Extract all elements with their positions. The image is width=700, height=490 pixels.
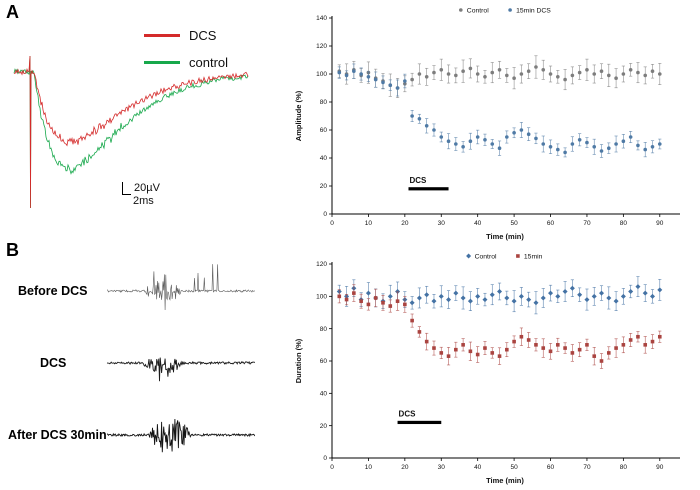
- svg-text:80: 80: [620, 464, 628, 471]
- epsp-trace-plot: [13, 55, 249, 209]
- svg-text:0: 0: [323, 211, 327, 218]
- svg-text:0: 0: [330, 464, 334, 471]
- amplitude-chart: 0 20 40 60 80 100 120 140 0 10 20 30 40 50 60 70 80 90 Tim…: [294, 8, 680, 241]
- scale-bar-mark: [122, 182, 131, 195]
- svg-text:Duration (%): Duration (%): [294, 338, 303, 383]
- svg-text:90: 90: [656, 220, 664, 227]
- svg-text:DCS: DCS: [409, 176, 427, 185]
- legend-label-dcs: DCS: [189, 28, 217, 43]
- svg-text:70: 70: [583, 464, 591, 471]
- svg-text:60: 60: [320, 127, 328, 134]
- before-dcs-trace: [106, 264, 255, 311]
- svg-text:20: 20: [320, 423, 328, 430]
- svg-text:100: 100: [316, 294, 327, 301]
- svg-text:120: 120: [316, 43, 327, 50]
- svg-text:100: 100: [316, 71, 327, 78]
- svg-text:70: 70: [583, 220, 591, 227]
- svg-text:60: 60: [320, 358, 328, 365]
- svg-text:Time (min): Time (min): [486, 476, 524, 485]
- svg-text:20: 20: [401, 220, 409, 227]
- svg-text:120: 120: [316, 261, 327, 268]
- svg-text:60: 60: [547, 220, 555, 227]
- scale-bar-time: 2ms: [133, 195, 154, 207]
- panel-b-label: B: [6, 240, 19, 260]
- svg-text:Control: Control: [467, 8, 489, 15]
- legend-item-control: control: [144, 55, 228, 70]
- svg-text:Amplitude (%): Amplitude (%): [294, 90, 303, 141]
- svg-text:90: 90: [656, 464, 664, 471]
- svg-text:15min: 15min: [524, 254, 543, 261]
- legend-item-dcs: DCS: [144, 28, 228, 43]
- svg-text:10: 10: [365, 220, 373, 227]
- svg-text:DCS: DCS: [399, 409, 417, 418]
- trace-label-dcs: DCS: [40, 356, 67, 370]
- svg-text:140: 140: [316, 15, 327, 22]
- svg-text:0: 0: [323, 455, 327, 462]
- dcs-line-swatch: [144, 34, 180, 37]
- svg-text:0: 0: [330, 220, 334, 227]
- svg-text:40: 40: [474, 464, 482, 471]
- svg-text:40: 40: [320, 391, 328, 398]
- panel-a-label: A: [6, 2, 19, 22]
- scale-bar-voltage: 20µV: [134, 182, 160, 194]
- dcs-burst-trace: [106, 357, 256, 382]
- scale-bar: 20µV 2ms: [122, 182, 160, 208]
- svg-text:15min DCS: 15min DCS: [516, 8, 551, 15]
- after-dcs-trace: [107, 418, 256, 453]
- legend-label-control: control: [189, 55, 229, 70]
- epsp-legend: DCS control: [144, 28, 228, 70]
- svg-text:20: 20: [320, 183, 328, 190]
- control-line-swatch: [144, 61, 180, 64]
- svg-text:40: 40: [474, 220, 482, 227]
- svg-text:30: 30: [438, 220, 446, 227]
- svg-text:80: 80: [620, 220, 628, 227]
- svg-text:50: 50: [510, 464, 518, 471]
- trace-label-before-dcs: Before DCS: [18, 284, 88, 298]
- svg-text:50: 50: [510, 220, 518, 227]
- svg-text:30: 30: [438, 464, 446, 471]
- svg-text:80: 80: [320, 99, 328, 106]
- panel-a-trace-area: DCS control 20µV 2ms: [8, 12, 268, 227]
- svg-text:Control: Control: [475, 254, 497, 261]
- svg-text:Time (min): Time (min): [486, 232, 524, 241]
- svg-text:10: 10: [365, 464, 373, 471]
- svg-text:40: 40: [320, 155, 328, 162]
- svg-text:80: 80: [320, 326, 328, 333]
- svg-text:60: 60: [547, 464, 555, 471]
- svg-text:20: 20: [401, 464, 409, 471]
- trace-label-after-dcs: After DCS 30min: [8, 428, 107, 442]
- duration-chart: 0 20 40 60 80 100 120 0 10 20 30 40 50 60 70 80 90 Time (…: [294, 253, 680, 485]
